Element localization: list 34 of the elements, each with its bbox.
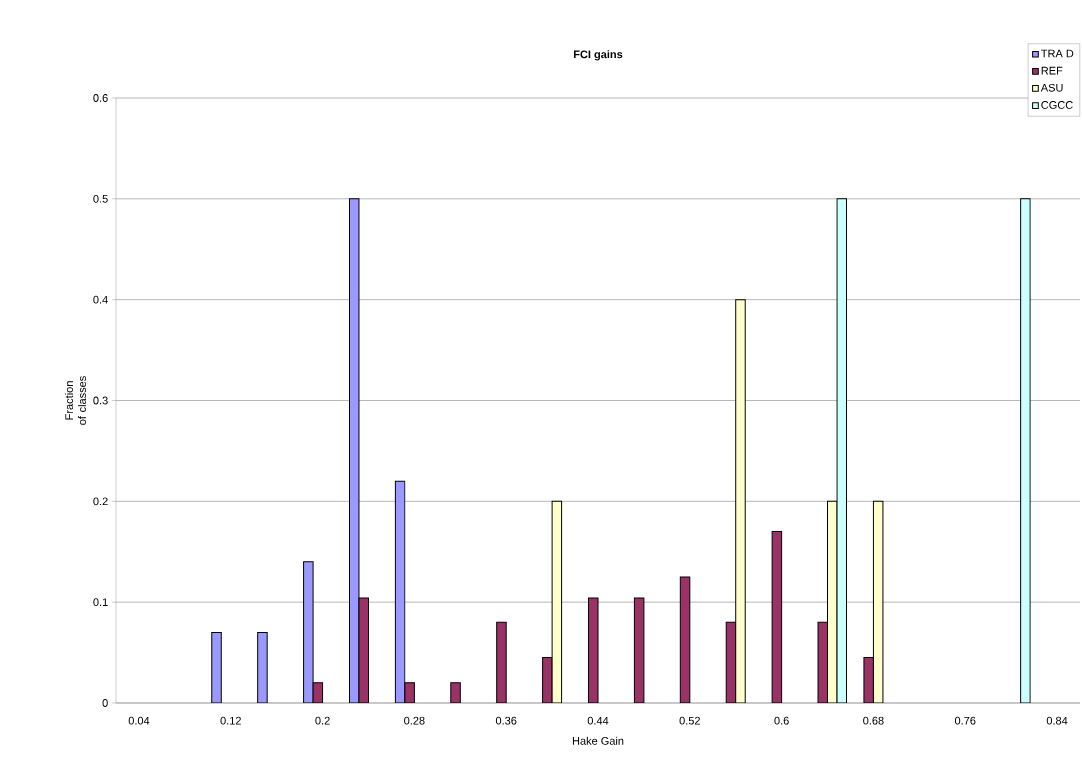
x-tick-label: 0.12 (220, 716, 241, 725)
x-tick-label: 0.84 (1046, 716, 1068, 725)
x-tick-label: 0.04 (128, 716, 150, 725)
x-tick-label: 0.36 (495, 716, 517, 725)
legend-label: REF (1041, 66, 1063, 75)
y-tick-label: 0.3 (93, 396, 108, 405)
x-tick-label: 0.76 (954, 716, 976, 725)
bar (211, 631, 222, 703)
y-tick-label: 0.1 (93, 598, 108, 607)
x-tick-label: 0.28 (404, 716, 425, 725)
x-tick-label: 0.2 (315, 716, 330, 725)
bar (679, 576, 691, 703)
y-tick-label: 0.2 (93, 497, 108, 506)
bar (588, 597, 599, 703)
legend-label: CGCC (1041, 101, 1073, 109)
bar (450, 682, 461, 703)
legend-label: ASU (1040, 83, 1063, 92)
y-tick-label: 0.4 (93, 295, 108, 304)
x-tick-label: 0.6 (774, 716, 789, 725)
x-axis-title: Hake Gain (572, 736, 624, 745)
x-tick-label: 0.68 (863, 716, 884, 725)
y-tick-label: 0.6 (93, 94, 108, 102)
x-tick-label: 0.52 (679, 716, 700, 725)
chart-title: FCI gains (573, 50, 623, 61)
legend-label: TRA D (1041, 49, 1074, 58)
bar (735, 299, 746, 703)
x-tick-label: 0.44 (587, 716, 609, 725)
bar (771, 531, 783, 703)
bar (633, 597, 645, 703)
y-tick-label: 0 (102, 699, 108, 707)
y-tick-label: 0.5 (93, 194, 108, 203)
bar (496, 621, 507, 703)
bar (257, 631, 268, 703)
y-axis-title: Fraction of classes (64, 376, 87, 425)
